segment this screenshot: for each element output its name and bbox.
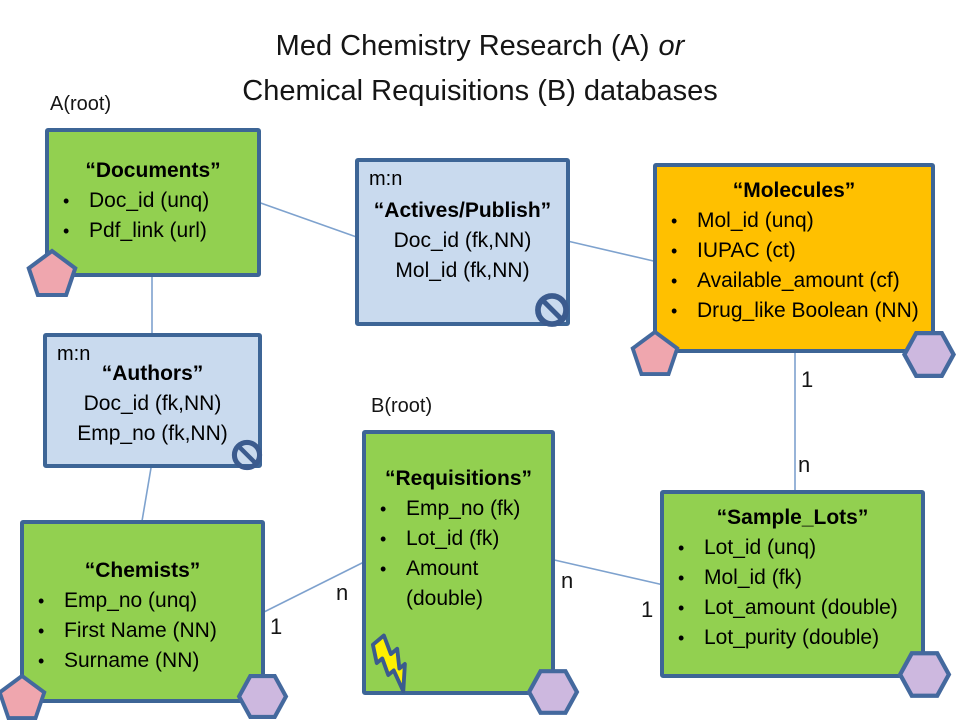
field-item: Emp_no (fk) [366, 494, 551, 524]
field-item: Doc_id (fk,NN) [83, 392, 222, 415]
cardinality-requisitions-n-left: n [336, 580, 349, 605]
field-item: Mol_id (fk) [664, 563, 921, 593]
label-a-root: A(root) [50, 93, 112, 115]
field-item: IUPAC (ct) [657, 236, 931, 266]
relation-authors: m:n “Authors” Doc_id (fk,NN) Emp_no (fk,… [43, 333, 262, 468]
field-item: First Name (NN) [24, 616, 261, 646]
field-item: Emp_no (fk,NN) [77, 422, 228, 445]
entity-documents-title: “Documents” [85, 159, 221, 182]
entity-chemists-fields: Emp_no (unq) First Name (NN) Surname (NN… [24, 586, 261, 676]
field-item: Mol_id (unq) [657, 206, 931, 236]
field-item: Amount (double) [366, 554, 551, 614]
hexagon-marker-icon [901, 331, 957, 378]
field-item: Lot_amount (double) [664, 593, 921, 623]
field-item: Doc_id (unq) [49, 186, 257, 216]
entity-requisitions-fields: Emp_no (fk) Lot_id (fk) Amount (double) [366, 494, 551, 614]
relation-actives-fields: Doc_id (fk,NN) Mol_id (fk,NN) [359, 226, 566, 286]
field-item: Mol_id (fk,NN) [395, 259, 530, 282]
relation-authors-title: “Authors” [101, 362, 204, 385]
entity-sample-lots: “Sample_Lots” Lot_id (unq) Mol_id (fk) L… [660, 490, 925, 678]
title-line-2: Chemical Requisitions (B) databases [242, 75, 718, 107]
relation-cardinality-label: m:n [369, 168, 403, 190]
entity-requisitions-title: “Requisitions” [384, 467, 532, 490]
hexagon-marker-icon [526, 669, 580, 715]
cardinality-chemists-1: 1 [270, 614, 283, 639]
cardinality-requisitions-n-right: n [561, 568, 574, 593]
entity-molecules-fields: Mol_id (unq) IUPAC (ct) Available_amount… [657, 206, 931, 326]
cardinality-molecules-1: 1 [801, 367, 814, 392]
relation-actives-publish: m:n “Actives/Publish” Doc_id (fk,NN) Mol… [355, 158, 570, 326]
field-item: Lot_purity (double) [664, 623, 921, 653]
field-item: Emp_no (unq) [24, 586, 261, 616]
lightning-bolt-icon [370, 633, 407, 694]
field-item: Lot_id (fk) [366, 524, 551, 554]
field-item: Surname (NN) [24, 646, 261, 676]
no-symbol-icon [535, 293, 569, 327]
relation-authors-fields: Doc_id (fk,NN) Emp_no (fk,NN) [47, 389, 258, 449]
relation-cardinality-label: m:n [57, 343, 91, 365]
title-line-1: Med Chemistry Research (A) or [275, 30, 685, 62]
entity-documents-fields: Doc_id (unq) Pdf_link (url) [49, 186, 257, 246]
no-symbol-icon [231, 439, 263, 471]
hexagon-marker-icon [236, 674, 289, 719]
pentagon-marker-icon [0, 673, 47, 720]
entity-chemists: “Chemists” Emp_no (unq) First Name (NN) … [20, 520, 265, 703]
connector-requisitions-samplelots [549, 558, 669, 587]
entity-documents: “Documents” Doc_id (unq) Pdf_link (url) [45, 128, 261, 277]
hexagon-marker-icon [897, 651, 952, 698]
page-title: Med Chemistry Research (A) or Chemical Re… [0, 24, 960, 114]
field-item: Available_amount (cf) [657, 266, 931, 296]
field-item: Doc_id (fk,NN) [393, 229, 532, 252]
entity-molecules-title: “Molecules” [732, 179, 856, 202]
connector-chemists-requisitions [257, 559, 369, 616]
field-item: Lot_id (unq) [664, 533, 921, 563]
pentagon-marker-icon [630, 329, 680, 376]
entity-sample-lots-fields: Lot_id (unq) Mol_id (fk) Lot_amount (dou… [664, 533, 921, 653]
cardinality-samplelots-1: 1 [641, 597, 654, 622]
pentagon-marker-icon [26, 248, 78, 297]
connector-documents-actives [254, 200, 366, 241]
connector-authors-chemists [140, 461, 153, 528]
title-or-italic: or [658, 30, 685, 62]
field-item: Drug_like Boolean (NN) [657, 296, 931, 326]
connector-actives-molecules [562, 239, 663, 264]
relation-actives-title: “Actives/Publish” [373, 199, 552, 222]
cardinality-samplelots-n: n [798, 452, 811, 477]
label-b-root: B(root) [371, 395, 433, 417]
entity-chemists-title: “Chemists” [84, 559, 201, 582]
field-item: Pdf_link (url) [49, 216, 257, 246]
entity-sample-lots-title: “Sample_Lots” [716, 506, 869, 529]
entity-molecules: “Molecules” Mol_id (unq) IUPAC (ct) Avai… [653, 163, 935, 353]
